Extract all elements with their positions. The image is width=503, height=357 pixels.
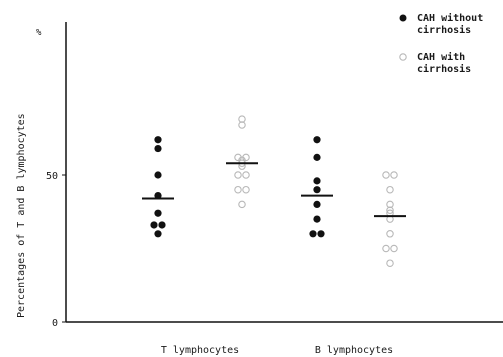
data-point-filled (154, 136, 162, 144)
data-point-open (242, 171, 250, 179)
data-point-open (386, 230, 394, 238)
data-point-filled (154, 230, 162, 238)
category-label: T lymphocytes (161, 345, 239, 356)
y-unit-label: % (36, 28, 42, 38)
data-point-filled (313, 136, 321, 144)
data-point-filled (313, 215, 321, 223)
data-point-filled (313, 177, 321, 185)
mean-lines (142, 162, 406, 218)
data-point-open (234, 185, 242, 194)
data-point-filled (309, 230, 317, 238)
data-point-open (242, 185, 250, 194)
data-point-filled (154, 171, 162, 179)
data-point-open (238, 121, 246, 129)
data-point-open (390, 171, 398, 179)
legend: CAH without cirrhosis CAH with cirrhosis (399, 12, 489, 75)
category-labels: T lymphocytes B lymphocytes (161, 345, 393, 356)
data-point-open (382, 171, 390, 179)
legend-label-without-cirrhosis: CAH without cirrhosis (417, 12, 489, 36)
y-tick-label: 50 (46, 171, 58, 182)
data-point-filled (154, 191, 162, 200)
data-point-open (386, 259, 394, 267)
y-axis-label: Percentages of T and B lymphocytes (16, 113, 27, 318)
data-point-filled (313, 186, 321, 194)
data-points (150, 115, 398, 267)
data-point-filled (154, 209, 162, 217)
legend-label-with-cirrhosis: CAH with cirrhosis (417, 51, 471, 75)
data-point-filled (154, 144, 162, 153)
data-point-open (386, 185, 394, 194)
data-point-filled (313, 153, 321, 161)
legend-marker-open (399, 53, 407, 61)
legend-marker-filled (399, 14, 407, 22)
data-point-open (238, 200, 246, 209)
data-point-filled (317, 230, 325, 238)
category-label: B lymphocytes (315, 345, 393, 356)
data-point-open (234, 171, 242, 179)
data-point-filled (158, 221, 166, 229)
data-point-open (386, 206, 394, 215)
data-point-open (382, 244, 390, 253)
y-ticks: 0 50 (46, 171, 66, 329)
data-point-open (390, 244, 398, 253)
data-point-filled (150, 221, 158, 229)
data-point-filled (313, 200, 321, 208)
y-tick-label: 0 (52, 318, 58, 329)
